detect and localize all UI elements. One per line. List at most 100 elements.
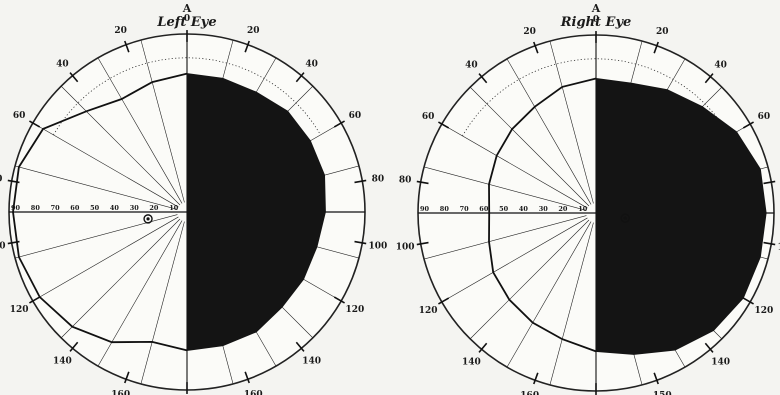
grid-tick xyxy=(124,40,130,53)
grid-tick xyxy=(478,342,488,353)
degree-label-160: 160 xyxy=(244,390,263,395)
degree-label-60: 60 xyxy=(349,111,362,121)
grid-tick xyxy=(478,73,488,84)
grid-tick xyxy=(416,241,429,246)
degree-label-240: 120 xyxy=(10,305,29,315)
degree-label-320: 40 xyxy=(465,61,478,71)
panel-title: Right Eye xyxy=(560,15,632,30)
grid-spoke xyxy=(32,122,179,208)
grid-tick xyxy=(533,41,539,54)
grid-tick xyxy=(244,40,250,53)
degree-label-320: 40 xyxy=(56,60,69,70)
grid-tick xyxy=(333,296,345,304)
degree-label-0: 0 xyxy=(184,14,190,24)
grid-tick xyxy=(742,121,754,129)
grid-tick xyxy=(763,180,776,185)
blind-spot-dot xyxy=(623,216,627,220)
grid-spoke xyxy=(441,123,588,209)
degree-label-200: 160 xyxy=(111,390,130,395)
grid-tick xyxy=(295,341,305,352)
radial-scale-label: 80 xyxy=(31,204,41,212)
degree-label-60: 60 xyxy=(758,112,771,122)
radial-scale-label: 70 xyxy=(51,204,61,212)
blind-spot-marker xyxy=(143,214,153,224)
radial-scale: 90 80 70 60 50 40 30 20 10 xyxy=(420,205,588,213)
grid-tick xyxy=(69,341,79,352)
grid-tick xyxy=(533,372,539,385)
radial-scale-label: 50 xyxy=(90,204,100,212)
radial-scale-label: 90 xyxy=(420,205,430,213)
degree-label-0: 0 xyxy=(593,15,599,25)
grid-tick xyxy=(438,121,450,129)
grid-tick xyxy=(124,371,130,384)
grid-tick xyxy=(653,372,659,385)
grid-tick xyxy=(742,297,754,305)
grid-tick xyxy=(295,72,305,83)
degree-label-140: 140 xyxy=(711,358,730,368)
grid-tick xyxy=(704,73,714,84)
radial-scale-label: 40 xyxy=(519,205,529,213)
grid-tick xyxy=(29,296,41,304)
degree-label-160: 150 xyxy=(653,391,672,395)
radial-scale-label: 10 xyxy=(578,205,588,213)
radial-scale-label: 70 xyxy=(460,205,470,213)
field-boundary xyxy=(12,72,188,352)
grid-spoke xyxy=(469,219,590,340)
grid-tick xyxy=(69,72,79,83)
grid-tick xyxy=(763,241,776,246)
grid-tick xyxy=(354,179,367,184)
degree-label-300: 60 xyxy=(13,111,26,121)
dotted-limit-arc xyxy=(462,58,730,137)
radial-scale-label: 50 xyxy=(499,205,509,213)
grid-tick xyxy=(704,342,714,353)
grid-spoke xyxy=(549,222,594,386)
degree-label-220: 140 xyxy=(462,358,481,368)
grid-spoke xyxy=(60,218,181,339)
grid-tick xyxy=(333,120,345,128)
left-eye-panel: A Left Eye 02040608010012014016018016014… xyxy=(0,2,387,395)
degree-label-260: 100 xyxy=(0,242,5,252)
grid-spoke xyxy=(549,40,594,204)
radial-scale-label: 80 xyxy=(440,205,450,213)
grid-spoke xyxy=(423,215,587,260)
radial-scale-label: 90 xyxy=(11,204,21,212)
blind-half-fill xyxy=(186,73,326,351)
degree-label-80: 80 xyxy=(372,174,385,184)
degree-label-280: 80 xyxy=(399,175,412,185)
blind-spot-dot xyxy=(146,217,150,221)
degree-label-120: 120 xyxy=(755,306,774,316)
degree-label-100: 100 xyxy=(369,242,388,252)
grid-spoke xyxy=(32,216,179,302)
radial-scale-label: 60 xyxy=(479,205,489,213)
degree-label-20: 20 xyxy=(656,27,669,37)
degree-label-40: 40 xyxy=(305,60,318,70)
panel-letter: A xyxy=(591,2,601,15)
radial-scale-label: 30 xyxy=(130,204,140,212)
panel-title: Left Eye xyxy=(156,15,216,30)
grid-tick xyxy=(438,297,450,305)
grid-spoke xyxy=(441,217,588,303)
degree-label-260: 100 xyxy=(396,243,415,253)
degree-label-20: 20 xyxy=(247,26,260,36)
panel-letter: A xyxy=(182,2,192,15)
grid-spoke xyxy=(60,85,181,206)
degree-label-200: 160 xyxy=(520,391,539,395)
radial-scale-label: 10 xyxy=(169,204,179,212)
grid-tick xyxy=(416,180,429,185)
grid-spoke xyxy=(14,165,178,210)
radial-scale-label: 20 xyxy=(149,204,159,212)
blind-half-field xyxy=(186,73,326,351)
degree-label-140: 140 xyxy=(302,357,321,367)
grid-tick xyxy=(244,371,250,384)
right-eye-panel: A Right Eye 0204060081001201401501801601… xyxy=(396,2,780,395)
radial-scale-label: 60 xyxy=(70,204,80,212)
radial-scale-label: 30 xyxy=(539,205,549,213)
blind-spot-marker xyxy=(620,213,630,223)
grid-spoke xyxy=(506,58,592,205)
degree-labels: 0204060801001201401601801601401201008060… xyxy=(0,14,387,395)
degree-label-120: 120 xyxy=(346,305,365,315)
grid-spoke xyxy=(140,39,185,203)
degree-label-340: 20 xyxy=(114,26,127,36)
field-boundary-line xyxy=(12,72,188,352)
